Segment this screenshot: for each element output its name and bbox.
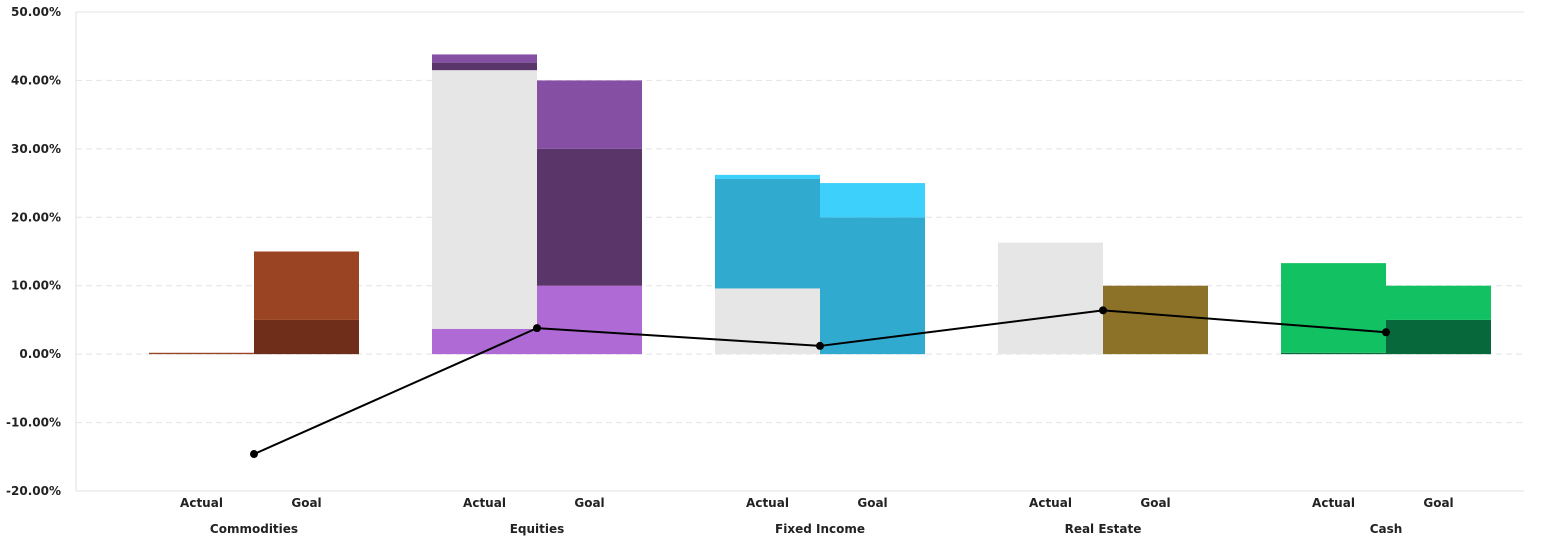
y-tick-label: -10.00% xyxy=(6,416,61,430)
axes xyxy=(75,11,1524,492)
line-point xyxy=(1382,328,1390,337)
bar-segment-goal xyxy=(1386,319,1491,355)
bar-segment-actual xyxy=(715,178,820,289)
bar-segment-actual xyxy=(998,242,1103,355)
bar-segment-goal xyxy=(254,251,359,320)
y-tick-label: 20.00% xyxy=(11,210,61,224)
bar-segment-actual xyxy=(432,54,537,63)
bar-segment-goal xyxy=(537,148,642,286)
x-sub-label: Goal xyxy=(574,496,604,510)
x-category-label: Fixed Income xyxy=(775,522,865,536)
x-category-label: Commodities xyxy=(210,522,298,536)
line-point xyxy=(1099,306,1107,315)
x-sub-label: Actual xyxy=(1029,496,1072,510)
bar-segment-goal xyxy=(537,80,642,149)
bar-segment-goal xyxy=(820,183,925,218)
y-tick-label: 40.00% xyxy=(11,73,61,87)
bar-segment-actual xyxy=(149,352,254,355)
x-sub-label: Actual xyxy=(746,496,789,510)
bar-segment-goal xyxy=(1386,285,1491,320)
x-sub-label: Goal xyxy=(1423,496,1453,510)
y-tick-label: 10.00% xyxy=(11,279,61,293)
line-point xyxy=(250,450,258,459)
y-tick-label: 30.00% xyxy=(11,142,61,156)
x-category-label: Cash xyxy=(1370,522,1403,536)
x-sub-label: Actual xyxy=(180,496,223,510)
y-tick-label: -20.00% xyxy=(6,484,61,498)
bar-segment-goal xyxy=(820,217,925,355)
bar-segment-actual xyxy=(1281,352,1386,355)
bar-segment-actual xyxy=(1281,263,1386,353)
bar-segment-goal xyxy=(1103,285,1208,355)
bars xyxy=(149,54,1491,355)
x-sub-label: Goal xyxy=(291,496,321,510)
y-tick-label: 0.00% xyxy=(19,347,61,361)
x-sub-label: Goal xyxy=(1140,496,1170,510)
y-tick-label: 50.00% xyxy=(11,5,61,19)
x-sub-label: Actual xyxy=(1312,496,1355,510)
bar-segment-actual xyxy=(432,328,537,355)
x-sub-label: Actual xyxy=(463,496,506,510)
bar-segment-goal xyxy=(254,319,359,355)
x-category-label: Real Estate xyxy=(1065,522,1142,536)
bar-segment-actual xyxy=(432,62,537,71)
line-series xyxy=(250,306,1390,459)
x-category-label: Equities xyxy=(510,522,565,536)
bar-segment-actual xyxy=(432,70,537,329)
line-point xyxy=(533,324,541,333)
labels: 50.00% 40.00% 30.00% 20.00% 10.00% 0.00% -10.0… xyxy=(6,5,1454,536)
x-sub-label: Goal xyxy=(857,496,887,510)
line-point xyxy=(816,341,824,350)
bar-segment-goal xyxy=(537,285,642,355)
bar-segment-actual xyxy=(715,174,820,179)
